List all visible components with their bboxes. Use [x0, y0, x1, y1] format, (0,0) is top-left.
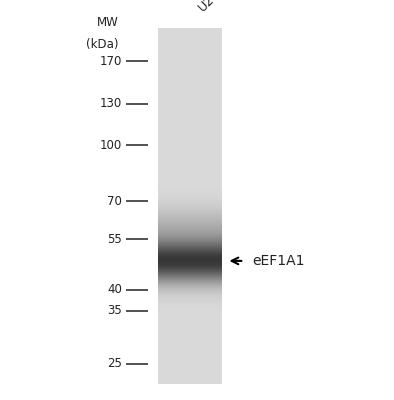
Text: 25: 25 — [107, 357, 122, 370]
Text: 35: 35 — [108, 304, 122, 317]
Text: 70: 70 — [107, 195, 122, 208]
Text: 55: 55 — [108, 233, 122, 246]
Text: 130: 130 — [100, 97, 122, 110]
Text: 100: 100 — [100, 138, 122, 152]
Text: MW: MW — [97, 16, 118, 29]
Text: eEF1A1: eEF1A1 — [252, 254, 305, 268]
Text: 170: 170 — [100, 55, 122, 68]
Bar — [158, 28, 221, 384]
Text: (kDa): (kDa) — [86, 38, 118, 51]
Text: 40: 40 — [107, 283, 122, 296]
Text: U2OS: U2OS — [196, 0, 230, 14]
